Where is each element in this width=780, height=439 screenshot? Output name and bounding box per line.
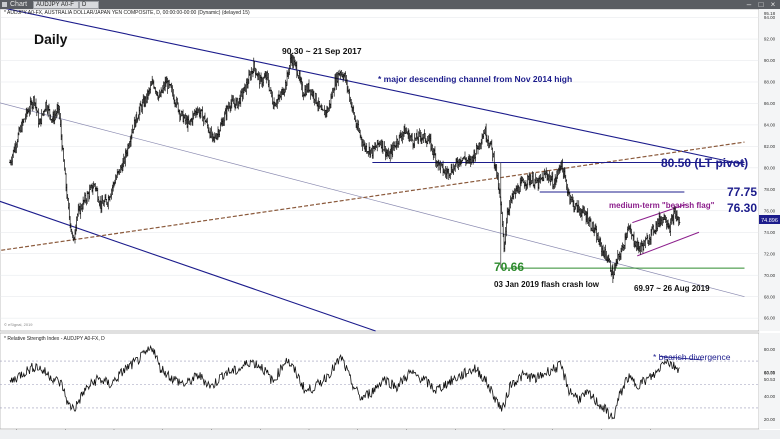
minimize-icon[interactable]: – xyxy=(746,0,752,9)
annotation-77-75: 77.75 xyxy=(727,185,757,199)
price-bars xyxy=(9,53,681,284)
rsi-tick-label: 40.00 xyxy=(764,394,776,399)
maximize-icon[interactable]: □ xyxy=(758,0,764,9)
annotation-flash-crash: 03 Jan 2019 flash crash low xyxy=(494,280,600,289)
rsi-tick-label: 80.00 xyxy=(764,347,776,352)
chart-header-text: * AUDJPY A0-FX, AUSTRALIA DOLLAR/JAPAN Y… xyxy=(4,10,250,16)
rsi-divergence-line xyxy=(659,355,703,361)
price-tick-label: 90.00 xyxy=(764,58,776,63)
rsi-tick-label: 60.00 xyxy=(764,370,776,375)
price-tick-label: 78.00 xyxy=(764,187,776,192)
annotation-peak: 90.30 ~ 21 Sep 2017 xyxy=(282,46,362,56)
close-icon[interactable]: × xyxy=(770,0,776,9)
annotation-70-66: 70.66 xyxy=(494,260,524,274)
annotation-bearish-flag: medium-term "bearish flag" xyxy=(609,201,715,210)
price-tick-label: 70.00 xyxy=(764,273,776,278)
trend-line-8 xyxy=(637,231,700,257)
price-tick-label: 92.00 xyxy=(764,37,776,42)
price-panel: * AUDJPY A0-FX, AUSTRALIA DOLLAR/JAPAN Y… xyxy=(0,9,760,332)
price-tick-label: 66.00 xyxy=(764,316,776,321)
symbol-input[interactable]: AUDJPY A0-F xyxy=(33,1,79,9)
trend-line-0 xyxy=(5,9,745,166)
period-select[interactable]: D xyxy=(79,1,99,9)
audjpy-chart[interactable]: * AUDJPY A0-FX, AUSTRALIA DOLLAR/JAPAN Y… xyxy=(0,9,780,439)
trend-lines xyxy=(0,9,745,332)
watermark: © eSignal, 2019 xyxy=(4,322,33,327)
price-gridlines xyxy=(0,17,759,319)
current-price-badge xyxy=(759,215,780,224)
annotation-76-30: 76.30 xyxy=(727,201,757,215)
current-price-label: 74.896 xyxy=(761,218,778,224)
chart-title: Daily xyxy=(34,31,68,47)
rsi-value-label-1: 63.75 xyxy=(764,370,776,375)
price-tick-label: 94.00 xyxy=(764,15,776,20)
price-tick-label: 86.00 xyxy=(764,101,776,106)
price-tick-label: 76.00 xyxy=(764,208,776,213)
price-tick-label: 88.00 xyxy=(764,80,776,85)
trend-line-2 xyxy=(0,200,376,332)
app-label: Chart xyxy=(10,1,28,8)
price-tick-label: 84.00 xyxy=(764,123,776,128)
rsi-value-label-2: 50.53 xyxy=(764,377,776,382)
annotation-lt-pivot: 80.50 (LT pivot) xyxy=(661,156,748,170)
window-titlebar: Chart AUDJPY A0-F D – □ × xyxy=(0,0,780,9)
trend-line-3 xyxy=(0,141,745,252)
rsi-tick-label: 20.00 xyxy=(764,417,776,422)
chart-app-icon xyxy=(2,2,7,7)
price-tick-label: 68.00 xyxy=(764,294,776,299)
time-axis-strip xyxy=(0,430,780,439)
price-axis: 66.00 68.00 70.00 72.00 74.00 76.00 78.00 80.00… xyxy=(759,9,780,331)
price-tick-label: 72.00 xyxy=(764,251,776,256)
price-axis-top-label: 95.18 xyxy=(764,11,776,16)
price-tick-label: 80.00 xyxy=(764,165,776,170)
annotation-channel: * major descending channel from Nov 2014… xyxy=(378,74,572,84)
price-tick-label: 74.00 xyxy=(764,230,776,235)
annotation-aug-low: 69.97 ~ 26 Aug 2019 xyxy=(634,284,710,293)
rsi-line xyxy=(9,344,680,420)
annotation-bearish-divergence: * bearish divergence xyxy=(653,352,731,362)
rsi-panel: * Relative Strength Index - AUDJPY A0-FX… xyxy=(0,332,760,430)
rsi-header: * Relative Strength Index - AUDJPY A0-FX… xyxy=(4,336,105,342)
rsi-axis: 20.00 40.00 60.00 80.00 63.75 50.53 xyxy=(759,333,780,429)
price-tick-label: 82.00 xyxy=(764,144,776,149)
